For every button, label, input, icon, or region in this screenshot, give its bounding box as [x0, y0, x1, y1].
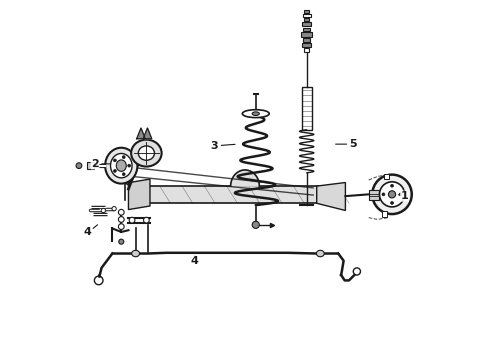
Polygon shape — [130, 186, 345, 203]
Bar — [303, 28, 310, 31]
Ellipse shape — [105, 148, 137, 184]
Circle shape — [119, 217, 124, 222]
Bar — [302, 22, 311, 26]
Ellipse shape — [116, 160, 126, 171]
Circle shape — [114, 159, 116, 162]
Bar — [384, 174, 389, 179]
Circle shape — [76, 163, 82, 168]
Circle shape — [389, 191, 395, 198]
Bar — [304, 48, 309, 51]
Circle shape — [391, 184, 393, 187]
Text: 4: 4 — [84, 227, 92, 237]
Text: 1: 1 — [401, 191, 409, 201]
Polygon shape — [231, 170, 259, 186]
Circle shape — [119, 210, 124, 215]
Bar — [302, 43, 311, 47]
Polygon shape — [128, 179, 150, 210]
Polygon shape — [137, 128, 146, 139]
Text: 5: 5 — [349, 139, 356, 149]
Circle shape — [129, 217, 135, 223]
Circle shape — [399, 193, 402, 196]
Circle shape — [391, 202, 393, 204]
Polygon shape — [143, 128, 152, 139]
Ellipse shape — [111, 153, 132, 178]
Circle shape — [252, 221, 259, 228]
Ellipse shape — [243, 110, 269, 118]
Circle shape — [372, 175, 412, 214]
Circle shape — [114, 170, 116, 172]
Ellipse shape — [317, 250, 324, 257]
Bar — [368, 190, 379, 200]
Bar — [302, 87, 312, 130]
Circle shape — [119, 224, 124, 229]
Text: 2: 2 — [91, 159, 99, 169]
Circle shape — [112, 207, 116, 211]
Bar — [304, 18, 309, 22]
Ellipse shape — [131, 140, 162, 167]
Text: 3: 3 — [211, 141, 219, 151]
Circle shape — [122, 156, 125, 158]
Circle shape — [119, 239, 124, 244]
Bar — [301, 32, 312, 37]
Ellipse shape — [252, 112, 259, 116]
Bar — [304, 10, 309, 13]
Ellipse shape — [138, 146, 154, 160]
Bar — [303, 39, 310, 42]
Circle shape — [101, 208, 105, 213]
Ellipse shape — [132, 250, 140, 257]
Circle shape — [382, 193, 385, 196]
Circle shape — [95, 276, 103, 285]
Circle shape — [122, 173, 125, 176]
Bar — [87, 162, 94, 169]
Circle shape — [128, 164, 131, 167]
Circle shape — [353, 268, 361, 275]
Circle shape — [379, 182, 405, 207]
Circle shape — [144, 217, 149, 223]
Bar — [303, 14, 311, 17]
Polygon shape — [317, 183, 345, 211]
Bar — [382, 211, 387, 217]
Text: 4: 4 — [191, 256, 199, 266]
